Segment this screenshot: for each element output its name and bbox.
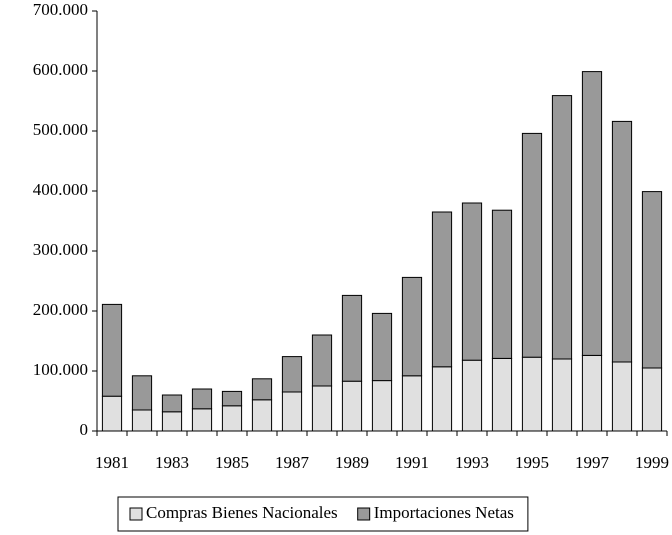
x-tick-label: 1983 [155, 453, 189, 472]
bar-segment [281, 356, 303, 393]
bar-segment [461, 359, 483, 432]
bar-segment [611, 120, 633, 363]
bar-segment [191, 408, 213, 432]
bar-segment [161, 394, 183, 413]
bar-segment [401, 276, 423, 377]
bar-segment [461, 202, 483, 361]
bar-segment [191, 388, 213, 410]
x-tick-label: 1999 [635, 453, 669, 472]
bar-segment [401, 375, 423, 432]
bar-segment [491, 357, 513, 432]
bar-segment [311, 334, 333, 387]
legend-box [117, 496, 529, 532]
bar-segment [341, 294, 363, 382]
bar-segment [521, 132, 543, 358]
bar-segment [431, 366, 453, 432]
y-tick-label: 600.000 [33, 60, 88, 79]
legend-label: Compras Bienes Nacionales [146, 503, 338, 522]
bar-segment [371, 312, 393, 382]
x-tick-label: 1991 [395, 453, 429, 472]
x-tick-label: 1985 [215, 453, 249, 472]
bar-segment [221, 405, 243, 432]
y-tick-label: 400.000 [33, 180, 88, 199]
legend-swatch [129, 507, 143, 521]
x-tick-label: 1993 [455, 453, 489, 472]
bar-segment [101, 395, 123, 432]
bar-segment [581, 71, 603, 356]
x-tick-label: 1987 [275, 453, 310, 472]
y-tick-label: 700.000 [33, 0, 88, 19]
bar-segment [611, 361, 633, 432]
legend-swatch [357, 507, 371, 521]
bar-segment [341, 380, 363, 432]
bar-segment [131, 409, 153, 432]
bar-segment [281, 391, 303, 432]
x-tick-label: 1995 [515, 453, 549, 472]
bar-segment [101, 303, 123, 397]
bar-segment [521, 356, 543, 432]
y-tick-label: 100.000 [33, 360, 88, 379]
x-tick-label: 1981 [95, 453, 129, 472]
x-tick-label: 1997 [575, 453, 610, 472]
x-tick-label: 1989 [335, 453, 369, 472]
bar-segment [581, 354, 603, 432]
bar-segment [371, 380, 393, 432]
y-tick-label: 200.000 [33, 300, 88, 319]
y-tick-label: 0 [80, 420, 89, 439]
bar-segment [131, 375, 153, 411]
bar-segment [161, 411, 183, 432]
bar-segment [311, 385, 333, 432]
bar-segment [431, 211, 453, 368]
bar-segment [221, 390, 243, 407]
bar-segment [641, 367, 663, 432]
bar-segment [551, 358, 573, 432]
y-tick-label: 300.000 [33, 240, 88, 259]
y-tick-label: 500.000 [33, 120, 88, 139]
legend-label: Importaciones Netas [374, 503, 514, 522]
bar-segment [251, 378, 273, 401]
bar-segment [551, 95, 573, 360]
bar-segment [641, 191, 663, 369]
bar-segment [251, 399, 273, 432]
bar-segment [491, 209, 513, 359]
